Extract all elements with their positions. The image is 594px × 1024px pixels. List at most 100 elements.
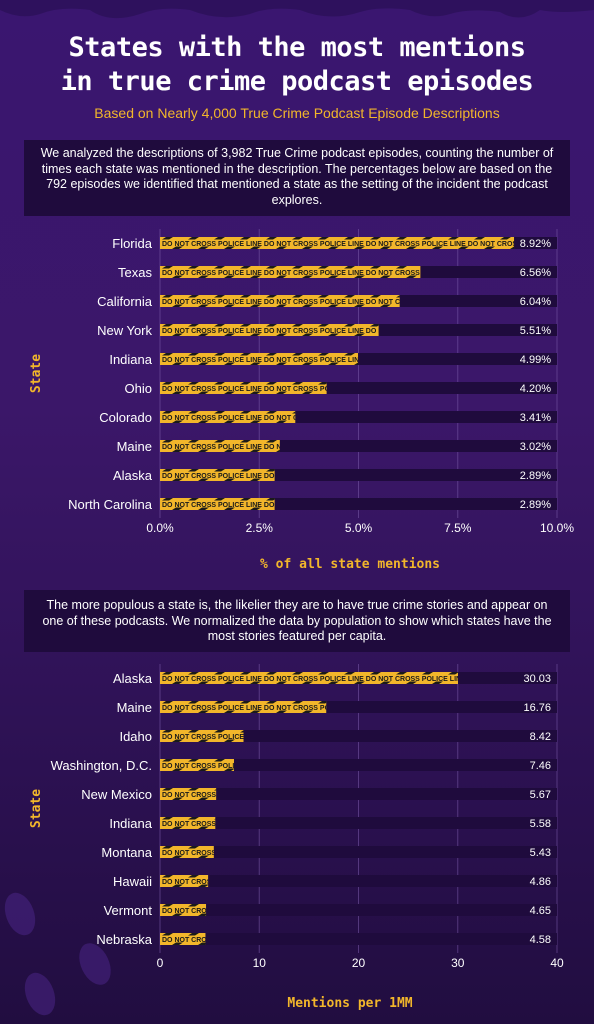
bar-maine: DO NOT CROSS POLICE LINE DO NOT CROSS PO… — [160, 701, 568, 713]
bar-montana: DO NOT CROSS POLICE LINE DO NOT CROSS PO… — [160, 846, 568, 858]
value-label: 16.76 — [523, 702, 551, 714]
page-title-line2: in true crime podcast episodes — [60, 66, 534, 97]
bar — [160, 759, 235, 771]
tick-label: 0.0% — [146, 521, 174, 535]
bar-florida: DO NOT CROSS POLICE LINE DO NOT CROSS PO… — [160, 237, 515, 249]
per-capita-note: The more populous a state is, the likeli… — [24, 590, 570, 652]
bar-track — [160, 788, 557, 800]
tape-text: DO NOT CROSS POLICE LINE DO NOT CROSS PO… — [162, 705, 568, 712]
value-label: 30.03 — [523, 673, 551, 685]
tape-text: DO NOT CROSS POLICE LINE DO NOT CROSS PO… — [162, 270, 568, 277]
bar-indiana: DO NOT CROSS POLICE LINE DO NOT CROSS PO… — [160, 353, 568, 365]
value-label: 4.58 — [530, 934, 551, 946]
x-axis-label: % of all state mentions — [260, 557, 440, 572]
value-label: 6.04% — [520, 296, 551, 308]
bar-idaho: DO NOT CROSS POLICE LINE DO NOT CROSS PO… — [160, 730, 568, 742]
bar — [160, 846, 214, 858]
category-label: Maine — [117, 439, 152, 454]
mentions-per-capita-chart: DO NOT CROSS POLICE LINE DO NOT CROSS PO… — [29, 664, 568, 1011]
category-label: Washington, D.C. — [51, 758, 152, 773]
tick-label: 20 — [352, 956, 366, 970]
bar — [160, 237, 515, 249]
bar-indiana: DO NOT CROSS POLICE LINE DO NOT CROSS PO… — [160, 817, 216, 829]
bar-track — [160, 817, 557, 829]
value-label: 5.58 — [530, 818, 551, 830]
bar — [160, 788, 217, 800]
bar-track — [160, 846, 557, 858]
x-axis-label: Mentions per 1MM — [287, 996, 412, 1011]
bar — [160, 382, 327, 394]
value-label: 5.67 — [530, 789, 551, 801]
footprints-decoration — [4, 892, 111, 1016]
category-label: Texas — [118, 265, 152, 280]
y-axis-label: State — [29, 789, 44, 828]
bar — [160, 266, 421, 278]
bar — [160, 411, 296, 423]
bar — [160, 817, 216, 829]
category-label: North Carolina — [68, 497, 153, 512]
bar-california: DO NOT CROSS POLICE LINE DO NOT CROSS PO… — [160, 295, 568, 307]
tape-text: DO NOT CROSS POLICE LINE DO NOT CROSS PO… — [162, 792, 568, 799]
category-label: Maine — [117, 700, 152, 715]
category-label: Colorado — [99, 410, 152, 425]
tape-text: DO NOT CROSS POLICE LINE DO NOT CROSS PO… — [162, 879, 568, 886]
bar-maine: DO NOT CROSS POLICE LINE DO NOT CROSS PO… — [160, 440, 568, 452]
tape-text: DO NOT CROSS POLICE LINE DO NOT CROSS PO… — [162, 937, 568, 944]
bar-track — [160, 933, 557, 945]
tape-text: DO NOT CROSS POLICE LINE DO NOT CROSS PO… — [162, 386, 568, 393]
value-label: 4.20% — [520, 383, 551, 395]
category-label: Nebraska — [96, 932, 152, 947]
intro-note: We analyzed the descriptions of 3,982 Tr… — [24, 140, 570, 216]
tape-text: DO NOT CROSS POLICE LINE DO NOT CROSS PO… — [162, 502, 568, 509]
bar-texas: DO NOT CROSS POLICE LINE DO NOT CROSS PO… — [160, 266, 568, 278]
tape-text: DO NOT CROSS POLICE LINE DO NOT CROSS PO… — [162, 676, 568, 683]
tick-label: 0 — [157, 956, 164, 970]
tape-text: DO NOT CROSS POLICE LINE DO NOT CROSS PO… — [162, 444, 568, 451]
bar — [160, 324, 379, 336]
bar — [160, 498, 275, 510]
tape-text: DO NOT CROSS POLICE LINE DO NOT CROSS PO… — [162, 415, 568, 422]
tick-label: 40 — [550, 956, 564, 970]
bar-north-carolina: DO NOT CROSS POLICE LINE DO NOT CROSS PO… — [160, 498, 568, 510]
state-mentions-chart: DO NOT CROSS POLICE LINE DO NOT CROSS PO… — [29, 229, 574, 572]
bar — [160, 933, 206, 945]
bar-colorado: DO NOT CROSS POLICE LINE DO NOT CROSS PO… — [160, 411, 568, 423]
tape-text: DO NOT CROSS POLICE LINE DO NOT CROSS PO… — [162, 357, 568, 364]
page-subtitle: Based on Nearly 4,000 True Crime Podcast… — [94, 105, 500, 121]
bar-track — [160, 904, 557, 916]
bar — [160, 353, 359, 365]
value-label: 4.86 — [530, 876, 551, 888]
category-label: Indiana — [109, 352, 152, 367]
bar — [160, 904, 207, 916]
tick-label: 10.0% — [540, 521, 574, 535]
bar-nebraska: DO NOT CROSS POLICE LINE DO NOT CROSS PO… — [160, 933, 568, 945]
tape-text: DO NOT CROSS POLICE LINE DO NOT CROSS PO… — [162, 850, 568, 857]
bar — [160, 730, 244, 742]
bar-track — [160, 730, 557, 742]
tick-label: 30 — [451, 956, 465, 970]
bar-track — [160, 759, 557, 771]
tick-label: 7.5% — [444, 521, 472, 535]
value-label: 2.89% — [520, 470, 551, 482]
value-label: 4.99% — [520, 354, 551, 366]
bar — [160, 672, 459, 684]
tick-label: 10 — [253, 956, 267, 970]
bar-alaska: DO NOT CROSS POLICE LINE DO NOT CROSS PO… — [160, 469, 275, 481]
value-label: 5.51% — [520, 325, 551, 337]
value-label: 3.02% — [520, 441, 551, 453]
category-label: Vermont — [104, 903, 153, 918]
y-axis-label: State — [29, 354, 44, 393]
bar-hawaii: DO NOT CROSS POLICE LINE DO NOT CROSS PO… — [160, 875, 568, 887]
tape-text: DO NOT CROSS POLICE LINE DO NOT CROSS PO… — [162, 328, 568, 335]
bar — [160, 469, 275, 481]
tape-text: DO NOT CROSS POLICE LINE DO NOT CROSS PO… — [162, 299, 568, 306]
page-title-line1: States with the most mentions — [68, 32, 526, 63]
bar-washington-d-c-: DO NOT CROSS POLICE LINE DO NOT CROSS PO… — [160, 759, 235, 771]
value-label: 7.46 — [530, 760, 551, 772]
category-label: California — [97, 294, 153, 309]
category-label: Alaska — [113, 671, 153, 686]
value-label: 3.41% — [520, 412, 551, 424]
tape-text: DO NOT CROSS POLICE LINE DO NOT CROSS PO… — [162, 734, 568, 741]
value-label: 2.89% — [520, 499, 551, 511]
tick-label: 2.5% — [246, 521, 274, 535]
